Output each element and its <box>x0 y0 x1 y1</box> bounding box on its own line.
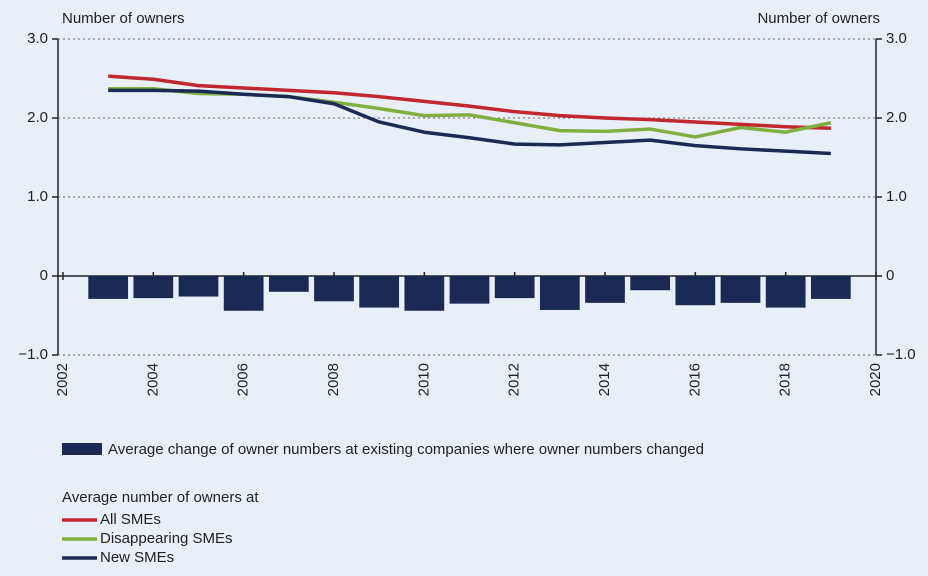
y-axis-label: Number of owners <box>62 10 185 27</box>
x-tick-label: 2018 <box>777 363 794 396</box>
bar <box>585 276 625 303</box>
y2-tick-label: −1.0 <box>886 346 916 363</box>
x-tick-label: 2008 <box>325 363 342 396</box>
line <box>108 74 831 131</box>
bar <box>359 276 400 308</box>
y2-tick-label: 3.0 <box>886 30 907 47</box>
y-tick-label: 3.0 <box>27 30 48 47</box>
x-tick-label: 2006 <box>235 363 252 396</box>
x-tick-label: 2014 <box>596 363 613 396</box>
legend-swatch <box>62 443 102 455</box>
bar <box>765 276 806 308</box>
bar <box>314 276 354 302</box>
bar <box>88 276 129 299</box>
y2-tick-label: 1.0 <box>886 188 907 205</box>
y2-axis-label: Number of owners <box>757 10 880 27</box>
bar <box>720 276 761 303</box>
bar <box>810 276 851 299</box>
bar <box>133 276 174 299</box>
bar <box>494 276 535 299</box>
legend-label: All SMEs <box>100 511 161 528</box>
y-tick-label: 0 <box>40 267 48 284</box>
bar <box>675 276 716 306</box>
bar <box>449 276 490 304</box>
bar <box>404 276 445 311</box>
bar <box>539 276 580 310</box>
bar <box>630 276 671 291</box>
x-tick-label: 2002 <box>54 363 71 396</box>
bar <box>223 276 264 311</box>
y-tick-label: −1.0 <box>18 346 48 363</box>
line <box>108 88 831 156</box>
x-tick-label: 2016 <box>686 363 703 396</box>
legend-label: Average change of owner numbers at exist… <box>108 441 704 458</box>
x-tick-label: 2010 <box>415 363 432 396</box>
x-tick-label: 2004 <box>144 363 161 396</box>
y-tick-label: 2.0 <box>27 109 48 126</box>
legend-label: New SMEs <box>100 549 174 566</box>
y2-tick-label: 0 <box>886 267 894 284</box>
y2-tick-label: 2.0 <box>886 109 907 126</box>
y-tick-label: 1.0 <box>27 188 48 205</box>
legend-label: Disappearing SMEs <box>100 530 233 547</box>
legend-title: Average number of owners at <box>62 489 259 506</box>
bar <box>268 276 309 292</box>
bar <box>178 276 219 297</box>
x-tick-label: 2012 <box>506 363 523 396</box>
line <box>108 87 832 139</box>
x-tick-label: 2020 <box>867 363 884 396</box>
